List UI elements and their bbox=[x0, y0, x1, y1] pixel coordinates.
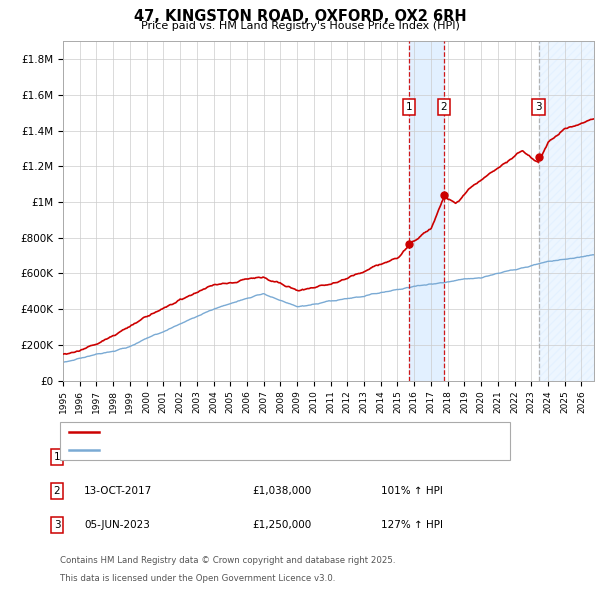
Text: 2: 2 bbox=[440, 102, 447, 112]
Text: 47, KINGSTON ROAD, OXFORD, OX2 6RH: 47, KINGSTON ROAD, OXFORD, OX2 6RH bbox=[134, 9, 466, 24]
Bar bbox=[539, 41, 594, 381]
Text: 1: 1 bbox=[406, 102, 413, 112]
Text: HPI: Average price, semi-detached house, Oxford: HPI: Average price, semi-detached house,… bbox=[105, 445, 346, 455]
Text: 3: 3 bbox=[53, 520, 61, 530]
Text: 1: 1 bbox=[53, 453, 61, 462]
Text: This data is licensed under the Open Government Licence v3.0.: This data is licensed under the Open Gov… bbox=[60, 574, 335, 583]
Text: 47, KINGSTON ROAD, OXFORD, OX2 6RH (semi-detached house): 47, KINGSTON ROAD, OXFORD, OX2 6RH (semi… bbox=[105, 428, 420, 437]
Bar bbox=[409, 41, 444, 381]
Text: 13-OCT-2017: 13-OCT-2017 bbox=[84, 486, 152, 496]
Text: 11-SEP-2015: 11-SEP-2015 bbox=[84, 453, 150, 462]
Text: Contains HM Land Registry data © Crown copyright and database right 2025.: Contains HM Land Registry data © Crown c… bbox=[60, 556, 395, 565]
Text: 127% ↑ HPI: 127% ↑ HPI bbox=[381, 520, 443, 530]
Text: Price paid vs. HM Land Registry's House Price Index (HPI): Price paid vs. HM Land Registry's House … bbox=[140, 21, 460, 31]
Text: 2: 2 bbox=[53, 486, 61, 496]
Text: £1,250,000: £1,250,000 bbox=[252, 520, 311, 530]
Text: 05-JUN-2023: 05-JUN-2023 bbox=[84, 520, 150, 530]
Text: £766,000: £766,000 bbox=[252, 453, 301, 462]
Text: 3: 3 bbox=[535, 102, 542, 112]
Text: £1,038,000: £1,038,000 bbox=[252, 486, 311, 496]
Text: 101% ↑ HPI: 101% ↑ HPI bbox=[381, 486, 443, 496]
Text: 56% ↑ HPI: 56% ↑ HPI bbox=[381, 453, 436, 462]
